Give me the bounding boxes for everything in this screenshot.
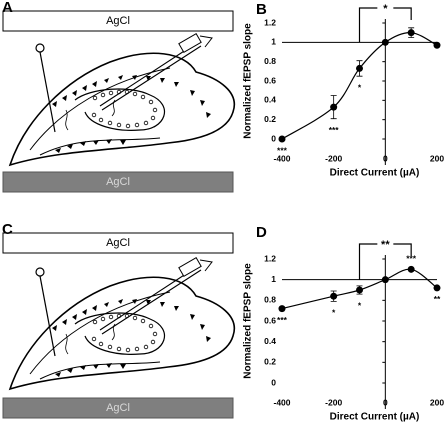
data-point (433, 41, 441, 49)
y-tick-label: 0.8 (264, 56, 276, 66)
bottom-electrode (2, 397, 234, 419)
significance-label: * (332, 308, 336, 318)
panel-label: D (256, 224, 267, 241)
y-tick-label: 1.2 (264, 253, 276, 263)
y-tick-label: 0.4 (264, 95, 276, 105)
y-tick-label: 0 (271, 377, 276, 387)
data-point (356, 64, 363, 72)
data-point (381, 276, 389, 284)
significance-label: *** (277, 145, 288, 155)
y-tick-label: 0 (271, 133, 276, 143)
data-point (407, 29, 415, 37)
significance-label: ** (434, 294, 441, 304)
significance-label: * (358, 300, 362, 310)
x-tick-label: 0 (383, 153, 388, 163)
x-tick-label: -200 (325, 153, 342, 163)
data-point (330, 103, 338, 111)
x-tick-label: 200 (430, 397, 444, 407)
significance-label: *** (406, 254, 417, 264)
y-tick-label: 1.2 (264, 17, 276, 27)
diagram-c: AgCl AgCl (2, 232, 236, 419)
y-tick-label: 0.2 (264, 357, 276, 367)
bracket (358, 7, 412, 43)
electrode-label: AgCl (106, 15, 130, 27)
bottom-electrode (2, 171, 234, 193)
electrode-label: AgCl (106, 237, 130, 249)
diagram-a: AgCl AgCl (2, 10, 236, 193)
data-point (330, 292, 338, 300)
y-tick-label: 1 (271, 37, 276, 47)
slice-drawing (9, 256, 236, 390)
bracket-label: * (383, 3, 388, 15)
data-point (381, 38, 389, 46)
data-point (433, 284, 441, 292)
data-point (278, 135, 286, 143)
significance-label: *** (277, 315, 288, 325)
bracket (358, 243, 412, 280)
significance-label: *** (329, 125, 340, 135)
slice-drawing (9, 32, 236, 166)
electrode-label: AgCl (106, 402, 130, 414)
y-tick-label: 0.8 (264, 295, 276, 305)
top-electrode (2, 10, 234, 32)
y-axis-label: Normalized fEPSP slope (243, 23, 254, 139)
significance-label: * (358, 82, 362, 92)
y-tick-label: 0.4 (264, 336, 276, 346)
panel-label: A (2, 0, 13, 16)
y-tick-label: 0.2 (264, 114, 276, 124)
electrode-label: AgCl (106, 176, 130, 188)
y-tick-label: 0.6 (264, 315, 276, 325)
y-tick-label: 0.6 (264, 75, 276, 85)
data-point (407, 265, 415, 273)
x-tick-label: 0 (383, 397, 388, 407)
x-axis-label: Direct Current (µA) (330, 168, 420, 179)
panel-label: B (256, 1, 267, 18)
x-axis-label: Direct Current (µA) (330, 412, 420, 422)
y-axis-label: Normalized fEPSP slope (243, 263, 254, 379)
x-tick-label: -400 (273, 397, 290, 407)
y-tick-label: 1 (271, 274, 276, 284)
bracket-label: ** (381, 239, 390, 251)
panel-label: C (2, 221, 13, 238)
x-tick-label: -400 (273, 153, 290, 163)
data-point (356, 286, 363, 294)
x-tick-label: 200 (430, 153, 444, 163)
data-point (278, 305, 286, 313)
x-tick-label: -200 (325, 397, 342, 407)
top-electrode (2, 232, 234, 254)
